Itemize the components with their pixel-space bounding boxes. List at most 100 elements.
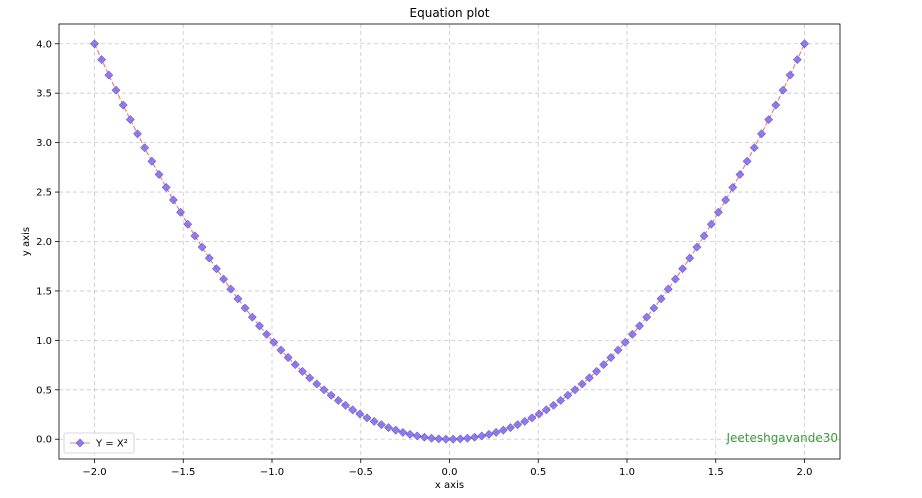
data-point-diamond: [613, 345, 623, 355]
data-point-diamond: [247, 312, 257, 322]
y-tick-label: 0.0: [36, 435, 52, 446]
data-point-diamond: [319, 385, 329, 395]
data-point-diamond: [541, 405, 551, 415]
data-point-diamond: [211, 264, 221, 274]
x-tick-label: −1.0: [260, 467, 284, 478]
data-point-diamond: [398, 427, 408, 437]
data-point-diamond: [269, 337, 279, 347]
data-point-diamond: [455, 434, 465, 444]
data-point-diamond: [800, 39, 809, 49]
data-point-diamond: [419, 432, 429, 442]
x-tick-label: −1.5: [171, 467, 195, 478]
data-point-diamond: [326, 390, 336, 400]
data-point-diamond: [219, 274, 229, 284]
data-point-diamond: [721, 195, 731, 205]
data-point-diamond: [785, 70, 795, 80]
series-layer: [90, 39, 809, 444]
data-point-diamond: [90, 39, 99, 49]
data-point-diamond: [255, 321, 264, 331]
x-tick-label: 1.5: [708, 467, 724, 478]
data-point-diamond: [577, 379, 587, 389]
data-point-diamond: [298, 366, 307, 376]
x-tick-label: −0.5: [349, 467, 373, 478]
data-point-diamond: [792, 55, 802, 65]
data-point-diamond: [506, 423, 515, 432]
x-tick-label: 0.5: [530, 467, 546, 478]
data-point-diamond: [405, 429, 415, 439]
data-point-diamond: [642, 312, 652, 322]
data-point-diamond: [706, 219, 716, 229]
data-point-diamond: [376, 420, 386, 430]
data-point-diamond: [663, 284, 673, 294]
data-point-diamond: [204, 253, 214, 263]
data-point-diamond: [620, 337, 630, 347]
x-tick-label: 2.0: [797, 467, 813, 478]
data-point-diamond: [183, 219, 193, 229]
data-point-diamond: [111, 85, 121, 95]
y-tick-label: 1.5: [36, 286, 52, 297]
y-tick-label: 3.0: [36, 138, 52, 149]
legend: Y = X²: [63, 432, 135, 454]
data-point-diamond: [742, 156, 752, 166]
data-point-diamond: [240, 303, 250, 313]
data-point-diamond: [556, 396, 566, 405]
chart-title: Equation plot: [410, 6, 490, 20]
data-point-diamond: [333, 396, 343, 405]
data-point-diamond: [670, 274, 680, 284]
data-point-diamond: [584, 373, 594, 383]
legend-label: Y = X²: [95, 439, 128, 450]
x-tick-label: 0.0: [442, 467, 458, 478]
x-tick-label: −2.0: [82, 467, 106, 478]
data-point-diamond: [226, 284, 236, 294]
data-point-diamond: [484, 429, 494, 439]
data-point-diamond: [491, 427, 501, 437]
data-point-diamond: [470, 432, 480, 442]
data-point-diamond: [341, 400, 350, 410]
data-point-diamond: [527, 413, 537, 423]
data-point-diamond: [97, 55, 107, 65]
data-point-diamond: [520, 417, 530, 426]
data-point-diamond: [168, 195, 178, 205]
x-axis-label: x axis: [435, 480, 464, 491]
data-point-diamond: [599, 360, 609, 370]
x-tick-label: 1.0: [619, 467, 635, 478]
data-point-diamond: [592, 366, 601, 376]
data-point-diamond: [348, 405, 358, 415]
y-tick-label: 2.5: [36, 188, 52, 199]
data-point-diamond: [771, 100, 781, 110]
data-point-diamond: [355, 409, 365, 419]
data-point-diamond: [190, 231, 200, 241]
data-point-diamond: [448, 434, 458, 444]
data-point-diamond: [391, 425, 401, 435]
data-point-diamond: [549, 400, 558, 410]
y-tick-label: 3.5: [36, 89, 52, 100]
data-point-diamond: [176, 207, 185, 217]
grid: [59, 24, 840, 459]
data-point-diamond: [125, 115, 135, 125]
legend-box: [63, 432, 135, 454]
data-point-diamond: [463, 433, 472, 443]
data-point-diamond: [290, 360, 300, 370]
data-point-diamond: [262, 329, 272, 339]
data-point-diamond: [714, 207, 723, 217]
data-point-diamond: [283, 353, 293, 362]
data-point-diamond: [649, 303, 659, 313]
y-axis-label: y axis: [21, 227, 32, 256]
data-point-diamond: [362, 413, 372, 423]
data-point-diamond: [699, 231, 709, 241]
data-point-diamond: [498, 425, 508, 435]
data-point-diamond: [685, 253, 695, 263]
data-point-diamond: [412, 431, 422, 441]
legend-marker-icon: [75, 438, 85, 448]
data-point-diamond: [118, 100, 128, 110]
data-point-diamond: [477, 431, 487, 441]
data-point-diamond: [104, 70, 114, 80]
y-tick-label: 1.0: [36, 336, 52, 347]
data-point-diamond: [140, 143, 150, 153]
data-point-diamond: [778, 85, 788, 95]
y-tick-label: 0.5: [36, 385, 52, 396]
data-point-diamond: [627, 329, 637, 339]
watermark: Jeeteshgavande30: [725, 431, 838, 445]
